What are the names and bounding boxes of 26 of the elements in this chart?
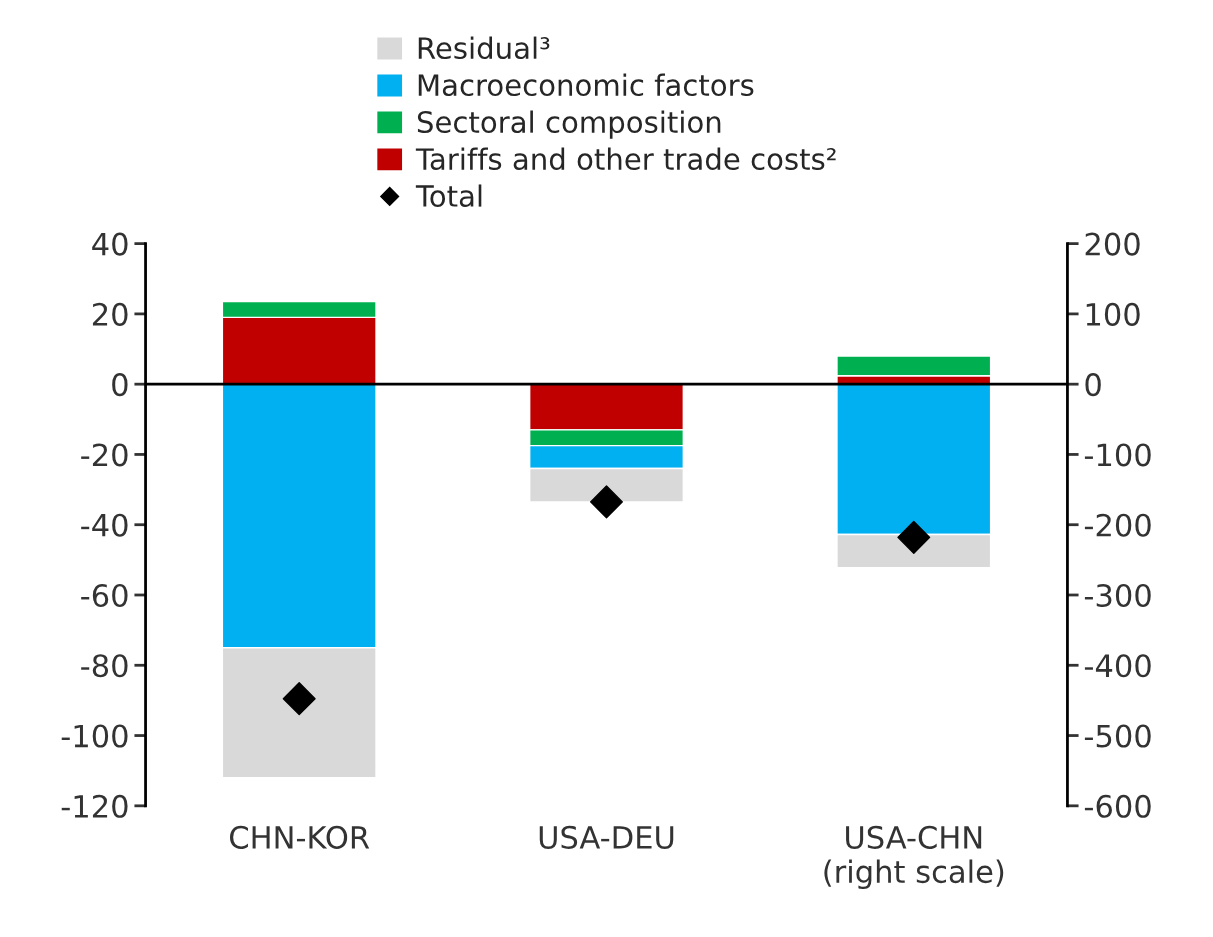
y2-tick-label: -300	[1084, 583, 1151, 608]
y-tick-label: 20	[92, 302, 128, 326]
y-tick-label: 0	[112, 373, 128, 397]
y2-tick-label: -100	[1084, 443, 1151, 467]
y-tick-label: -60	[81, 583, 128, 608]
y-tick-label: -80	[81, 654, 128, 678]
y2-tick-label: 200	[1085, 232, 1140, 256]
legend-label: Total	[415, 184, 482, 208]
legend-label: Macroeconomic factors	[418, 73, 754, 97]
y-tick-label: -100	[61, 724, 128, 748]
y-tick-label: -20	[81, 443, 128, 467]
y2-tick-label: -500	[1084, 724, 1151, 748]
legend-label: Sectoral composition	[417, 110, 721, 139]
y2-tick-label: 100	[1086, 302, 1140, 326]
y2-tick-label: 0	[1085, 373, 1101, 397]
x-tick-label: USA-DEU	[539, 825, 674, 849]
legend-label: Tariffs and other trade costs²	[415, 147, 836, 171]
y2-tick-label: -600	[1084, 794, 1151, 818]
y-tick-label: -40	[81, 513, 128, 537]
x-tick-label: CHN-KOR	[230, 825, 370, 849]
y-tick-label: -120	[61, 794, 128, 818]
y2-tick-label: -400	[1084, 654, 1151, 678]
legend-label: Residual³	[418, 36, 550, 60]
x-tick-label: USA-CHN (right scale)	[824, 825, 1004, 890]
y-tick-label: 40	[92, 232, 128, 256]
y2-tick-label: -200	[1084, 513, 1151, 537]
